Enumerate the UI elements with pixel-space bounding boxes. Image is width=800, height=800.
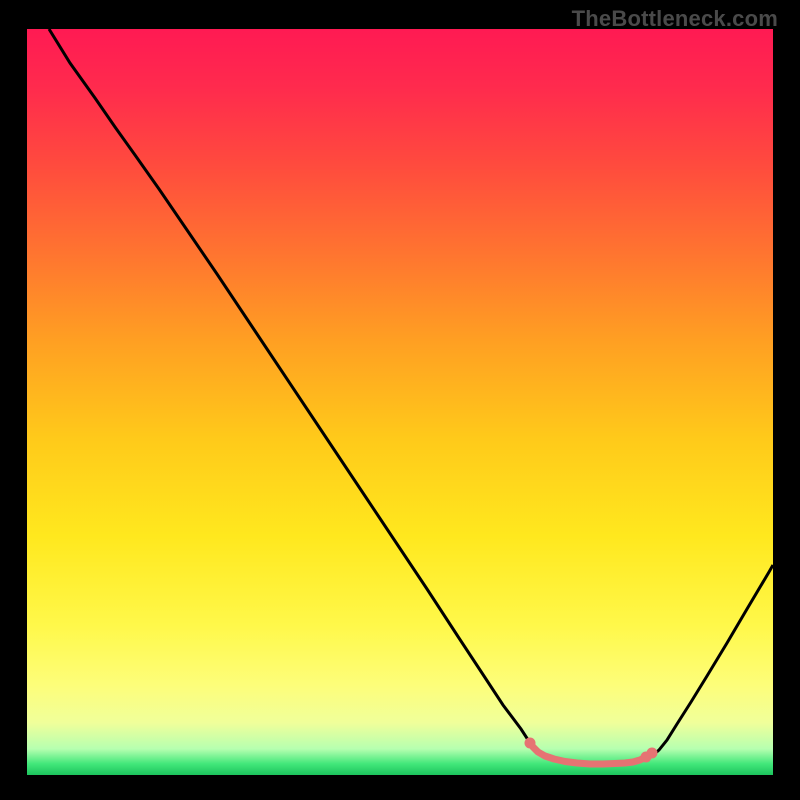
optimal-point-dot [525, 738, 536, 749]
plot-area [27, 29, 773, 775]
optimal-point-dot [647, 748, 658, 759]
chart-frame: TheBottleneck.com [0, 0, 800, 800]
gradient-background [27, 29, 773, 775]
chart-svg [27, 29, 773, 775]
